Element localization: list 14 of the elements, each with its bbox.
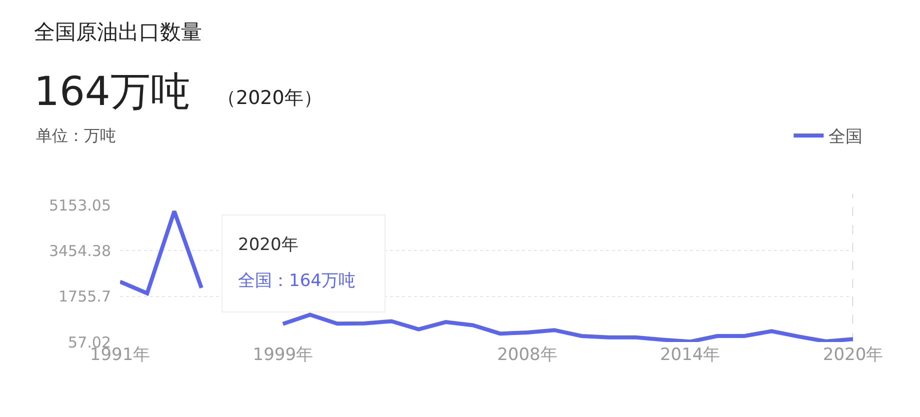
x-tick-label: 2008年 [497, 345, 558, 365]
y-tick-label: 1755.7 [58, 288, 111, 306]
text: （2020年） [217, 87, 322, 109]
annotation: 全国：164万吨 [238, 271, 356, 291]
x-tick-label: 1999年 [252, 345, 314, 365]
y-tick-label: 5153.05 [48, 196, 111, 214]
y-tick-label: 3454.38 [48, 242, 111, 260]
annotation: 2020年 [238, 235, 298, 255]
x-tick-label: 2020年 [822, 345, 884, 365]
chart-subtitle: 164万吨 [34, 69, 190, 115]
chart-title: 全国原油出口数量 [34, 20, 202, 44]
legend-label: 全国 [828, 127, 863, 148]
x-tick-label: 2014年 [660, 345, 720, 365]
y-axis-title: 单位：万吨 [36, 126, 116, 145]
